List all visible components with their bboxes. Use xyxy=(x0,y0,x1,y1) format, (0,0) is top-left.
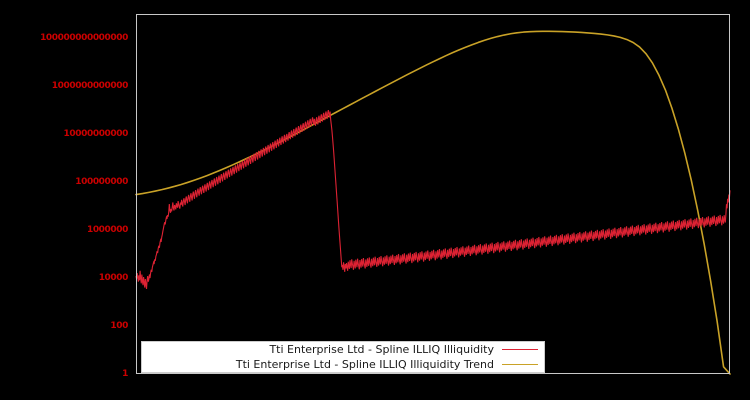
y-axis-tick-label: 10000 xyxy=(98,273,129,283)
series-trend-line xyxy=(135,30,731,375)
legend-swatch-trend xyxy=(502,364,538,365)
y-axis-tick-label: 100000000 xyxy=(75,177,128,187)
legend-entry-main: Tti Enterprise Ltd - Spline ILLIQ Illiqu… xyxy=(142,342,544,357)
chart-legend: Tti Enterprise Ltd - Spline ILLIQ Illiqu… xyxy=(141,341,545,373)
series-layer xyxy=(135,30,731,375)
legend-swatch-main xyxy=(502,349,538,350)
y-axis-tick-label: 1000000000000 xyxy=(51,81,129,91)
y-axis-tick-label: 100000000000000 xyxy=(40,33,128,43)
series-main-line xyxy=(135,109,731,290)
plot-area-frame xyxy=(136,14,730,374)
legend-label-trend: Tti Enterprise Ltd - Spline ILLIQ Illiqu… xyxy=(235,358,494,371)
y-axis-tick-label: 1000000 xyxy=(86,225,128,235)
y-axis-tick-label: 100 xyxy=(110,321,128,331)
legend-entry-trend: Tti Enterprise Ltd - Spline ILLIQ Illiqu… xyxy=(142,357,544,372)
y-axis-tick-label: 10000000000 xyxy=(63,129,129,139)
legend-label-main: Tti Enterprise Ltd - Spline ILLIQ Illiqu… xyxy=(269,343,494,356)
y-axis-tick-label: 1 xyxy=(122,369,128,379)
